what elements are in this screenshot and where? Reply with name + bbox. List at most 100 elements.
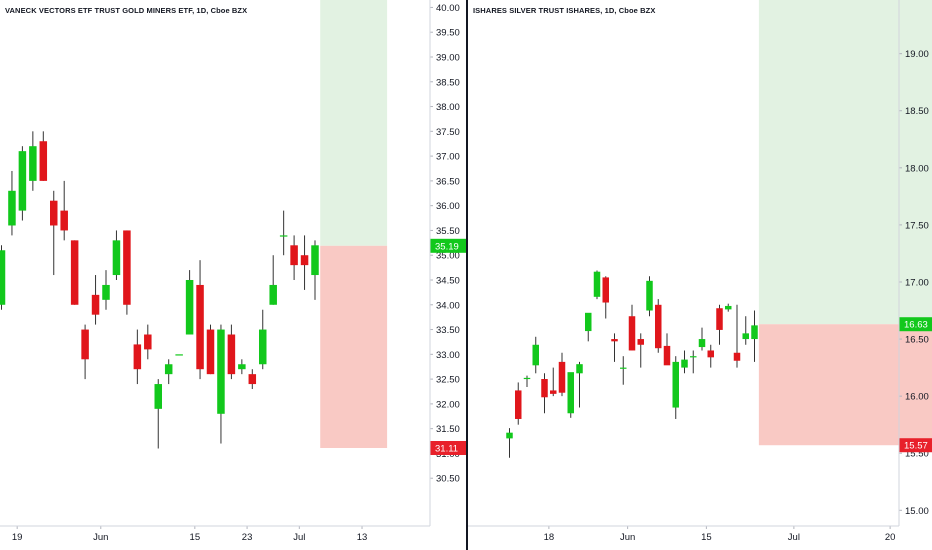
candle-body	[655, 304, 662, 349]
candle-body	[742, 333, 749, 340]
candle-7	[567, 372, 574, 418]
candle-body	[185, 279, 194, 335]
y-tick-label: 30.50	[436, 474, 460, 485]
candle-15	[637, 333, 644, 368]
candle-body	[196, 284, 204, 370]
candle-9	[91, 275, 100, 325]
chart-title-left: VANECK VECTORS ETF TRUST GOLD MINERS ETF…	[5, 6, 248, 15]
candle-19	[196, 260, 204, 380]
candle-6	[558, 352, 566, 397]
position-stop-zone[interactable]	[320, 245, 388, 448]
position-stop-zone[interactable]	[758, 324, 932, 446]
candle-2	[18, 146, 27, 221]
candle-body	[681, 359, 688, 368]
candle-body	[523, 377, 531, 380]
position-target-zone[interactable]	[320, 0, 388, 246]
y-tick-label: 36.00	[436, 201, 460, 212]
position-target-zone[interactable]	[758, 0, 932, 325]
candle-body	[690, 356, 697, 358]
candle-body	[716, 308, 723, 330]
candle-28	[751, 310, 758, 362]
x-tick-label: 19	[12, 532, 23, 543]
y-tick-label: 34.00	[436, 300, 460, 311]
candle-body	[175, 354, 183, 356]
candle-body	[154, 384, 162, 409]
candlestick-chart-right[interactable]: 15.00 15.50 16.00 16.50 17.00 17.50 18.00 18.50…	[468, 0, 932, 550]
candle-14	[144, 324, 152, 360]
candle-body	[217, 329, 225, 414]
candle-14	[628, 304, 636, 351]
y-tick-label: 16.50	[905, 335, 929, 346]
candle-26	[733, 304, 741, 368]
candle-body	[300, 255, 309, 266]
y-tick-label: 38.50	[436, 77, 460, 88]
y-tick-label: 32.50	[436, 375, 460, 386]
candle-13	[133, 329, 142, 385]
candle-body	[238, 364, 246, 370]
candlestick-chart-left[interactable]: 30.5031.0031.5032.0032.5033.0033.5034.00…	[0, 0, 466, 550]
candle-body	[29, 146, 37, 181]
candle-24	[248, 369, 257, 390]
candle-body	[611, 339, 618, 342]
y-tick-label: 39.50	[436, 28, 460, 39]
candle-9	[585, 312, 592, 342]
candle-body	[725, 305, 732, 310]
y-tick-label: 37.00	[436, 152, 460, 163]
x-tick-label: Jul	[788, 532, 800, 543]
candle-24	[716, 304, 723, 345]
candle-26	[269, 255, 277, 305]
candle-body	[39, 141, 48, 181]
candle-18	[663, 333, 671, 366]
price-badge-green	[899, 317, 932, 332]
candle-body	[541, 379, 548, 398]
price-badge-label: 16.63	[904, 320, 928, 331]
y-tick-label: 15.50	[905, 449, 929, 460]
y-tick-label: 40.00	[436, 3, 460, 14]
candle-11	[602, 276, 609, 319]
candle-body	[532, 344, 539, 366]
y-tick-label: 39.00	[436, 52, 460, 63]
candle-body	[515, 390, 522, 419]
y-tick-label: 32.00	[436, 399, 460, 410]
candle-11	[112, 230, 121, 280]
candle-10	[102, 270, 110, 310]
candle-body	[279, 235, 288, 237]
candle-22	[227, 324, 236, 380]
candle-body	[311, 245, 319, 276]
y-tick-label: 17.00	[905, 277, 929, 288]
y-tick-label: 33.00	[436, 350, 460, 361]
candle-body	[290, 245, 298, 266]
candle-body	[248, 374, 257, 385]
chart-pane-left[interactable]: 30.5031.0031.5032.0032.5033.0033.5034.00…	[0, 0, 466, 550]
candle-body	[576, 364, 583, 374]
y-tick-label: 33.50	[436, 325, 460, 336]
candle-1	[515, 382, 522, 425]
pane-divider[interactable]	[466, 0, 468, 550]
y-tick-label: 38.00	[436, 102, 460, 113]
candle-body	[602, 277, 609, 303]
candle-5	[50, 190, 58, 276]
candle-body	[585, 312, 592, 332]
candle-30	[311, 240, 319, 300]
candle-body	[733, 352, 741, 361]
candle-body	[206, 329, 215, 375]
candle-body	[506, 432, 513, 439]
candle-29	[300, 235, 309, 290]
candle-20	[206, 324, 215, 375]
y-tick-label: 35.50	[436, 226, 460, 237]
y-tick-label: 15.00	[905, 506, 929, 517]
candle-body	[620, 367, 627, 369]
candle-body	[81, 329, 89, 360]
candle-body	[698, 339, 706, 348]
x-tick-label: 15	[190, 532, 201, 543]
candle-8	[576, 361, 583, 408]
chart-pane-right[interactable]: 15.00 15.50 16.00 16.50 17.00 17.50 18.00 18.50…	[468, 0, 932, 550]
candle-22	[698, 327, 706, 351]
candle-body	[269, 284, 277, 305]
candle-19	[672, 356, 679, 419]
candle-12	[611, 333, 618, 362]
candle-body	[112, 240, 121, 276]
price-badge-label: 15.57	[904, 441, 928, 452]
candle-28	[290, 235, 298, 280]
candle-1	[8, 170, 16, 236]
